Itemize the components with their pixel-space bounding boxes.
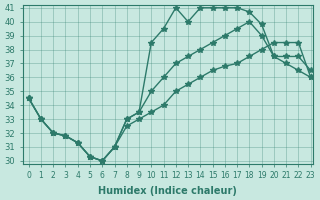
X-axis label: Humidex (Indice chaleur): Humidex (Indice chaleur)	[98, 186, 237, 196]
